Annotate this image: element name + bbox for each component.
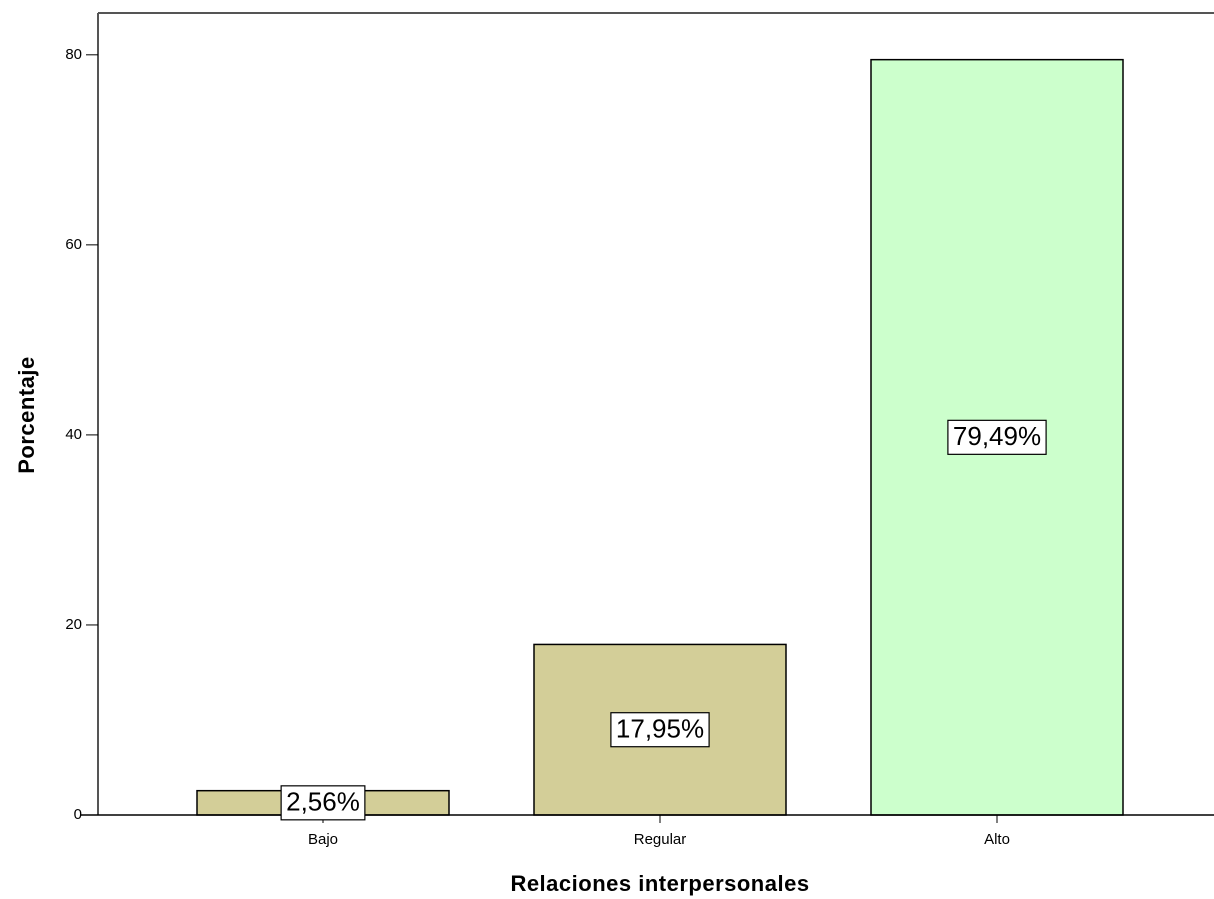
x-tick-label: Bajo xyxy=(308,831,338,848)
value-label-box xyxy=(947,419,1047,455)
y-tick-label: 40 xyxy=(65,426,82,443)
x-tick-label: Alto xyxy=(984,831,1010,848)
y-tick-label: 80 xyxy=(65,46,82,63)
value-label: 17,95% xyxy=(616,714,704,744)
value-label: 2,56% xyxy=(286,787,360,817)
y-tick-label: 0 xyxy=(74,806,82,823)
value-label-box xyxy=(280,785,366,821)
y-tick-label: 20 xyxy=(65,616,82,633)
y-tick-label: 60 xyxy=(65,236,82,253)
x-tick-label: Regular xyxy=(634,831,687,848)
y-axis-title: Porcentaje xyxy=(14,356,39,474)
value-label-box xyxy=(610,712,710,748)
value-label: 79,49% xyxy=(953,421,1041,451)
x-axis-title: Relaciones interpersonales xyxy=(510,871,809,896)
